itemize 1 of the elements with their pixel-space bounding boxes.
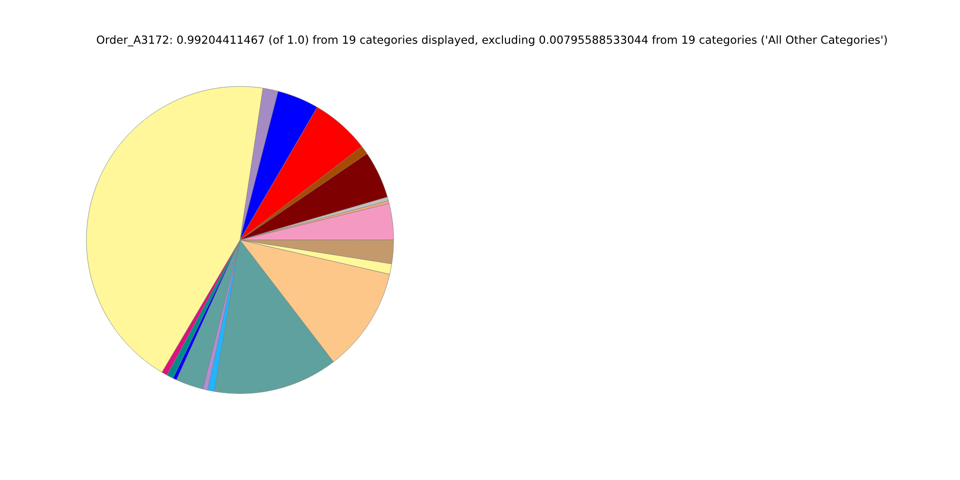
text: Order_A3172: 0.99204411467 (of 1.0) from 19 categories displayed, excluding 0.00795588533044 from 19 categories ('All Other Categories'): [96, 35, 887, 46]
